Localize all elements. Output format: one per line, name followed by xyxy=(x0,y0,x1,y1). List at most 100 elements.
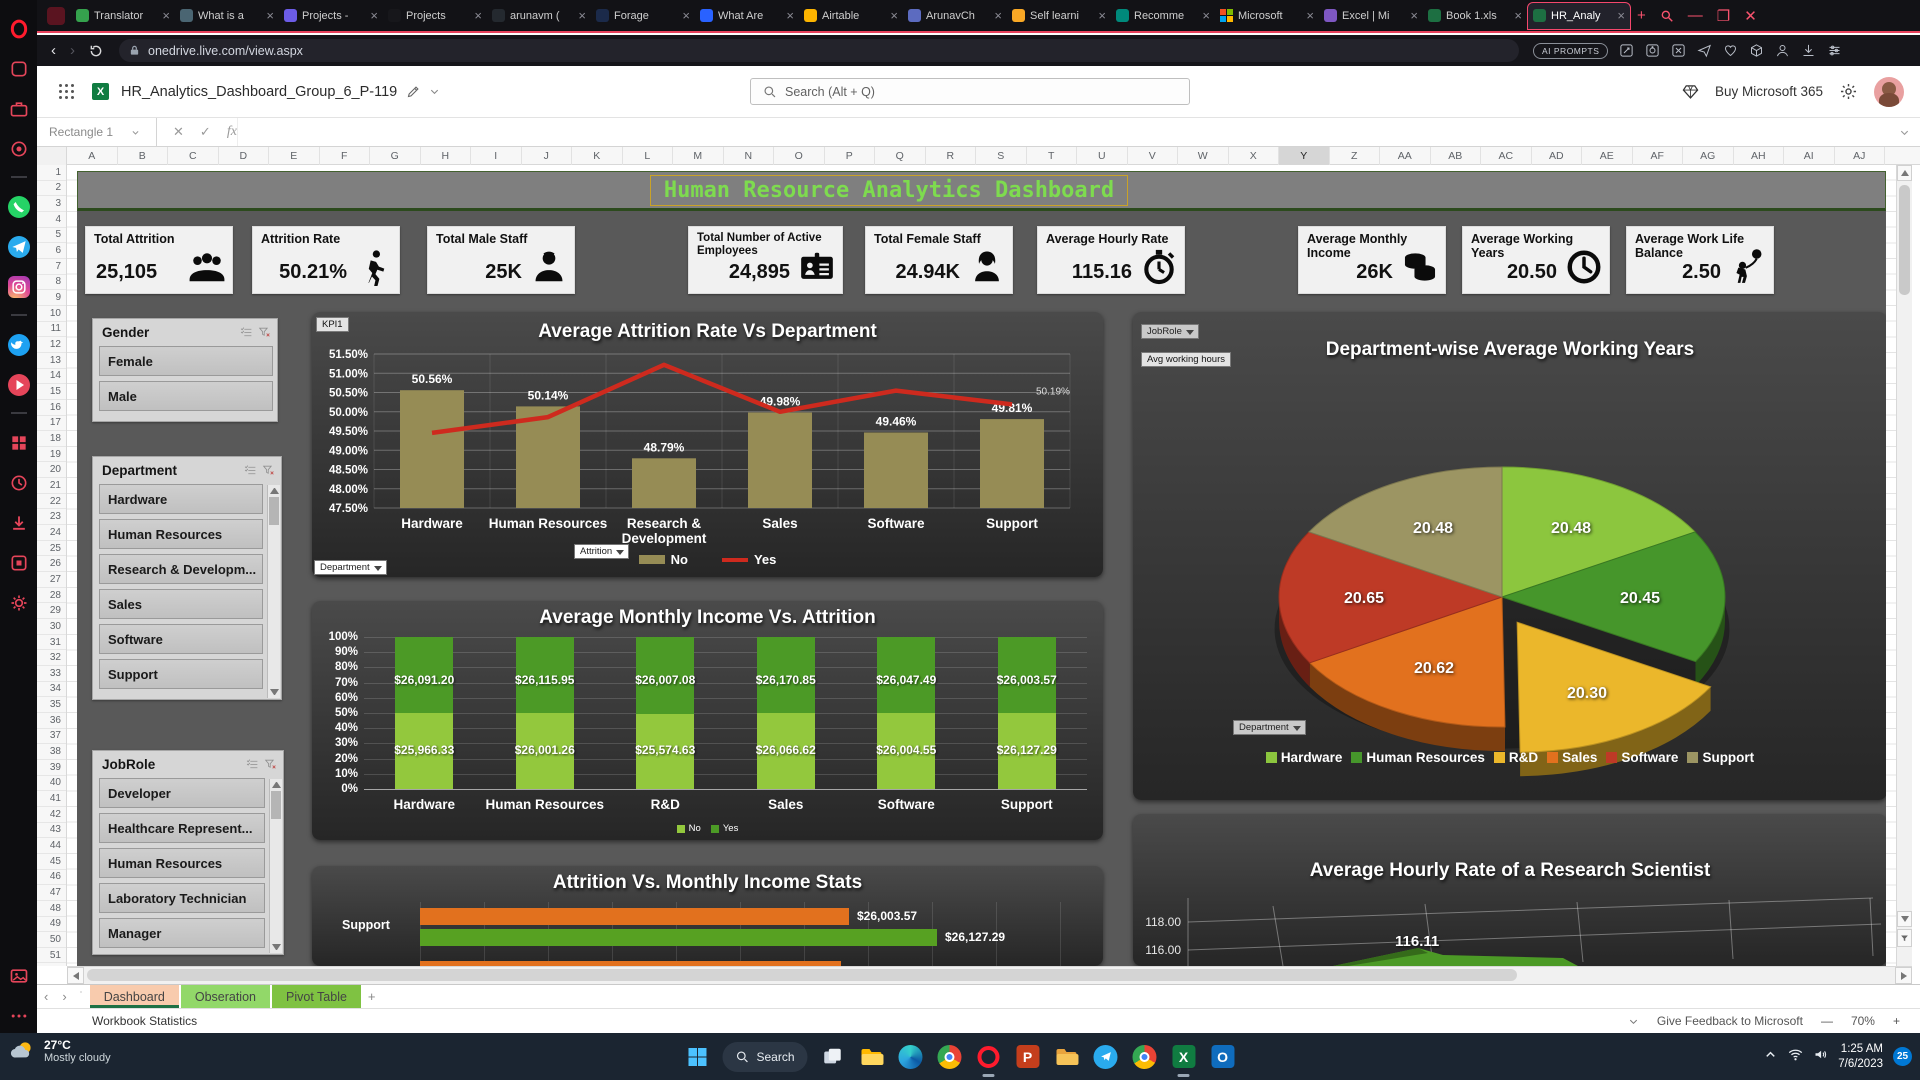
column-header[interactable]: P xyxy=(825,147,875,165)
browser-tab[interactable]: Recomme × xyxy=(1111,2,1215,30)
slicer-item[interactable]: Software xyxy=(99,624,263,654)
row-header[interactable]: 4 xyxy=(37,212,66,228)
slicer-item[interactable]: Developer xyxy=(99,778,265,808)
scroll-left-button[interactable] xyxy=(67,967,84,984)
hidden-icons-chevron[interactable] xyxy=(1763,1047,1778,1067)
row-header[interactable]: 14 xyxy=(37,369,66,385)
video-player-icon[interactable] xyxy=(7,374,30,396)
column-header[interactable]: M xyxy=(673,147,724,165)
workbook-title[interactable]: HR_Analytics_Dashboard_Group_6_P-119 xyxy=(121,83,398,100)
row-header[interactable]: 43 xyxy=(37,823,66,839)
taskbar-excel-icon[interactable]: X xyxy=(1170,1043,1198,1077)
slicer-scrollbar[interactable] xyxy=(269,779,282,953)
gear-icon[interactable] xyxy=(1839,82,1858,101)
row-header[interactable]: 27 xyxy=(37,572,66,588)
tab-search-icon[interactable] xyxy=(1660,9,1674,23)
column-header[interactable]: W xyxy=(1178,147,1229,165)
tab-close-icon[interactable]: × xyxy=(682,8,690,23)
bar-no[interactable] xyxy=(420,929,937,946)
browser-tab[interactable]: Translator × xyxy=(71,2,175,30)
column-header[interactable]: AE xyxy=(1582,147,1633,165)
row-header[interactable]: 31 xyxy=(37,635,66,651)
clear-filter-icon[interactable] xyxy=(262,464,275,477)
column-header[interactable]: N xyxy=(724,147,774,165)
browser-tab[interactable]: What Are × xyxy=(695,2,799,30)
kpi-card[interactable]: Total Attrition 25,105 xyxy=(85,226,233,294)
bar-segment-yes[interactable] xyxy=(756,637,815,714)
row-header[interactable]: 16 xyxy=(37,400,66,416)
multiselect-icon[interactable] xyxy=(246,758,259,771)
downloads-icon[interactable] xyxy=(1801,43,1816,58)
kpi-card[interactable]: Average Working Years 20.50 xyxy=(1462,226,1610,294)
back-icon[interactable]: ‹ xyxy=(51,42,56,59)
tab-close-icon[interactable]: × xyxy=(266,8,274,23)
ai-prompts-button[interactable]: AI PROMPTS xyxy=(1533,42,1609,59)
tab-close-icon[interactable]: × xyxy=(994,8,1002,23)
bar-yes[interactable] xyxy=(420,908,849,925)
insert-function-icon[interactable]: fx xyxy=(226,124,237,139)
sheet-next-icon[interactable]: › xyxy=(62,989,67,1004)
row-header[interactable]: 38 xyxy=(37,744,66,760)
speed-dial-icon[interactable] xyxy=(8,432,30,454)
row-header[interactable]: 25 xyxy=(37,541,66,557)
buy-microsoft-365-link[interactable]: Buy Microsoft 365 xyxy=(1714,84,1823,99)
row-header[interactable]: 33 xyxy=(37,666,66,682)
column-header[interactable]: C xyxy=(168,147,219,165)
wallpapers-icon[interactable] xyxy=(8,965,30,987)
tab-close-icon[interactable]: × xyxy=(370,8,378,23)
zoom-out-button[interactable]: — xyxy=(1820,1014,1833,1028)
slicer-item[interactable]: Research & Developm... xyxy=(99,554,263,584)
row-header[interactable]: 49 xyxy=(37,917,66,933)
bar-segment-yes[interactable] xyxy=(515,637,574,714)
row-header[interactable]: 2 xyxy=(37,181,66,197)
kpi-card[interactable]: Average Monthly Income 26K xyxy=(1298,226,1446,294)
slicer-item[interactable]: Hardware xyxy=(99,484,263,514)
add-sheet-button[interactable]: + xyxy=(367,989,376,1004)
column-header[interactable]: R xyxy=(926,147,976,165)
row-header[interactable]: 5 xyxy=(37,228,66,244)
formula-input[interactable] xyxy=(236,118,1889,146)
column-header[interactable]: G xyxy=(370,147,421,165)
bar-segment-no[interactable] xyxy=(515,713,574,789)
browser-tab[interactable]: Self learni × xyxy=(1007,2,1111,30)
column-header[interactable]: AG xyxy=(1683,147,1734,165)
kpi-card[interactable]: Attrition Rate 50.21% xyxy=(252,226,400,294)
briefcase-icon[interactable] xyxy=(8,98,30,120)
forward-icon[interactable]: › xyxy=(70,42,75,59)
whatsapp-icon[interactable] xyxy=(7,196,30,218)
history-icon[interactable] xyxy=(8,472,30,494)
browser-tab[interactable]: Book 1.xls × xyxy=(1423,2,1527,30)
heart-icon[interactable] xyxy=(1723,43,1738,58)
maximize-button[interactable]: ❐ xyxy=(1716,7,1731,25)
cancel-entry-icon[interactable]: ✕ xyxy=(173,124,184,139)
tab-close-icon[interactable]: × xyxy=(890,8,898,23)
browser-tab[interactable]: Projects × xyxy=(383,2,487,30)
taskbar-chrome-icon[interactable] xyxy=(936,1043,964,1071)
tab-close-icon[interactable]: × xyxy=(162,8,170,23)
row-header[interactable]: 23 xyxy=(37,509,66,526)
row-header[interactable]: 40 xyxy=(37,776,66,792)
row-header[interactable]: 1 xyxy=(37,165,66,181)
browser-tab[interactable]: What is a × xyxy=(175,2,279,30)
browser-tab[interactable]: arunavm (× xyxy=(487,2,591,30)
row-header[interactable]: 50 xyxy=(37,932,66,948)
twitter-icon[interactable] xyxy=(7,334,30,356)
name-box-chevron-icon[interactable] xyxy=(131,128,140,137)
slicer-item[interactable]: Human Resources xyxy=(99,848,265,878)
column-header[interactable]: I xyxy=(471,147,522,165)
kpi-card[interactable]: Total Female Staff 24.94K xyxy=(865,226,1013,294)
title-chevron-icon[interactable] xyxy=(429,86,440,97)
bar-segment-yes[interactable] xyxy=(395,637,454,714)
avg-working-hours-chip[interactable]: Avg working hours xyxy=(1141,352,1231,367)
row-header[interactable]: 8 xyxy=(37,275,66,291)
browser-tab[interactable]: Microsoft × xyxy=(1215,2,1319,30)
row-header[interactable]: 46 xyxy=(37,870,66,886)
multiselect-icon[interactable] xyxy=(240,326,253,339)
sheet-tab-dashboard[interactable]: Dashboard xyxy=(89,985,180,1008)
bar-segment-no[interactable] xyxy=(395,713,454,789)
zoom-in-button[interactable]: + xyxy=(1892,1014,1900,1028)
row-header[interactable]: 34 xyxy=(37,682,66,698)
row-header[interactable]: 41 xyxy=(37,791,66,807)
row-header[interactable]: 24 xyxy=(37,525,66,541)
row-header[interactable]: 29 xyxy=(37,603,66,620)
